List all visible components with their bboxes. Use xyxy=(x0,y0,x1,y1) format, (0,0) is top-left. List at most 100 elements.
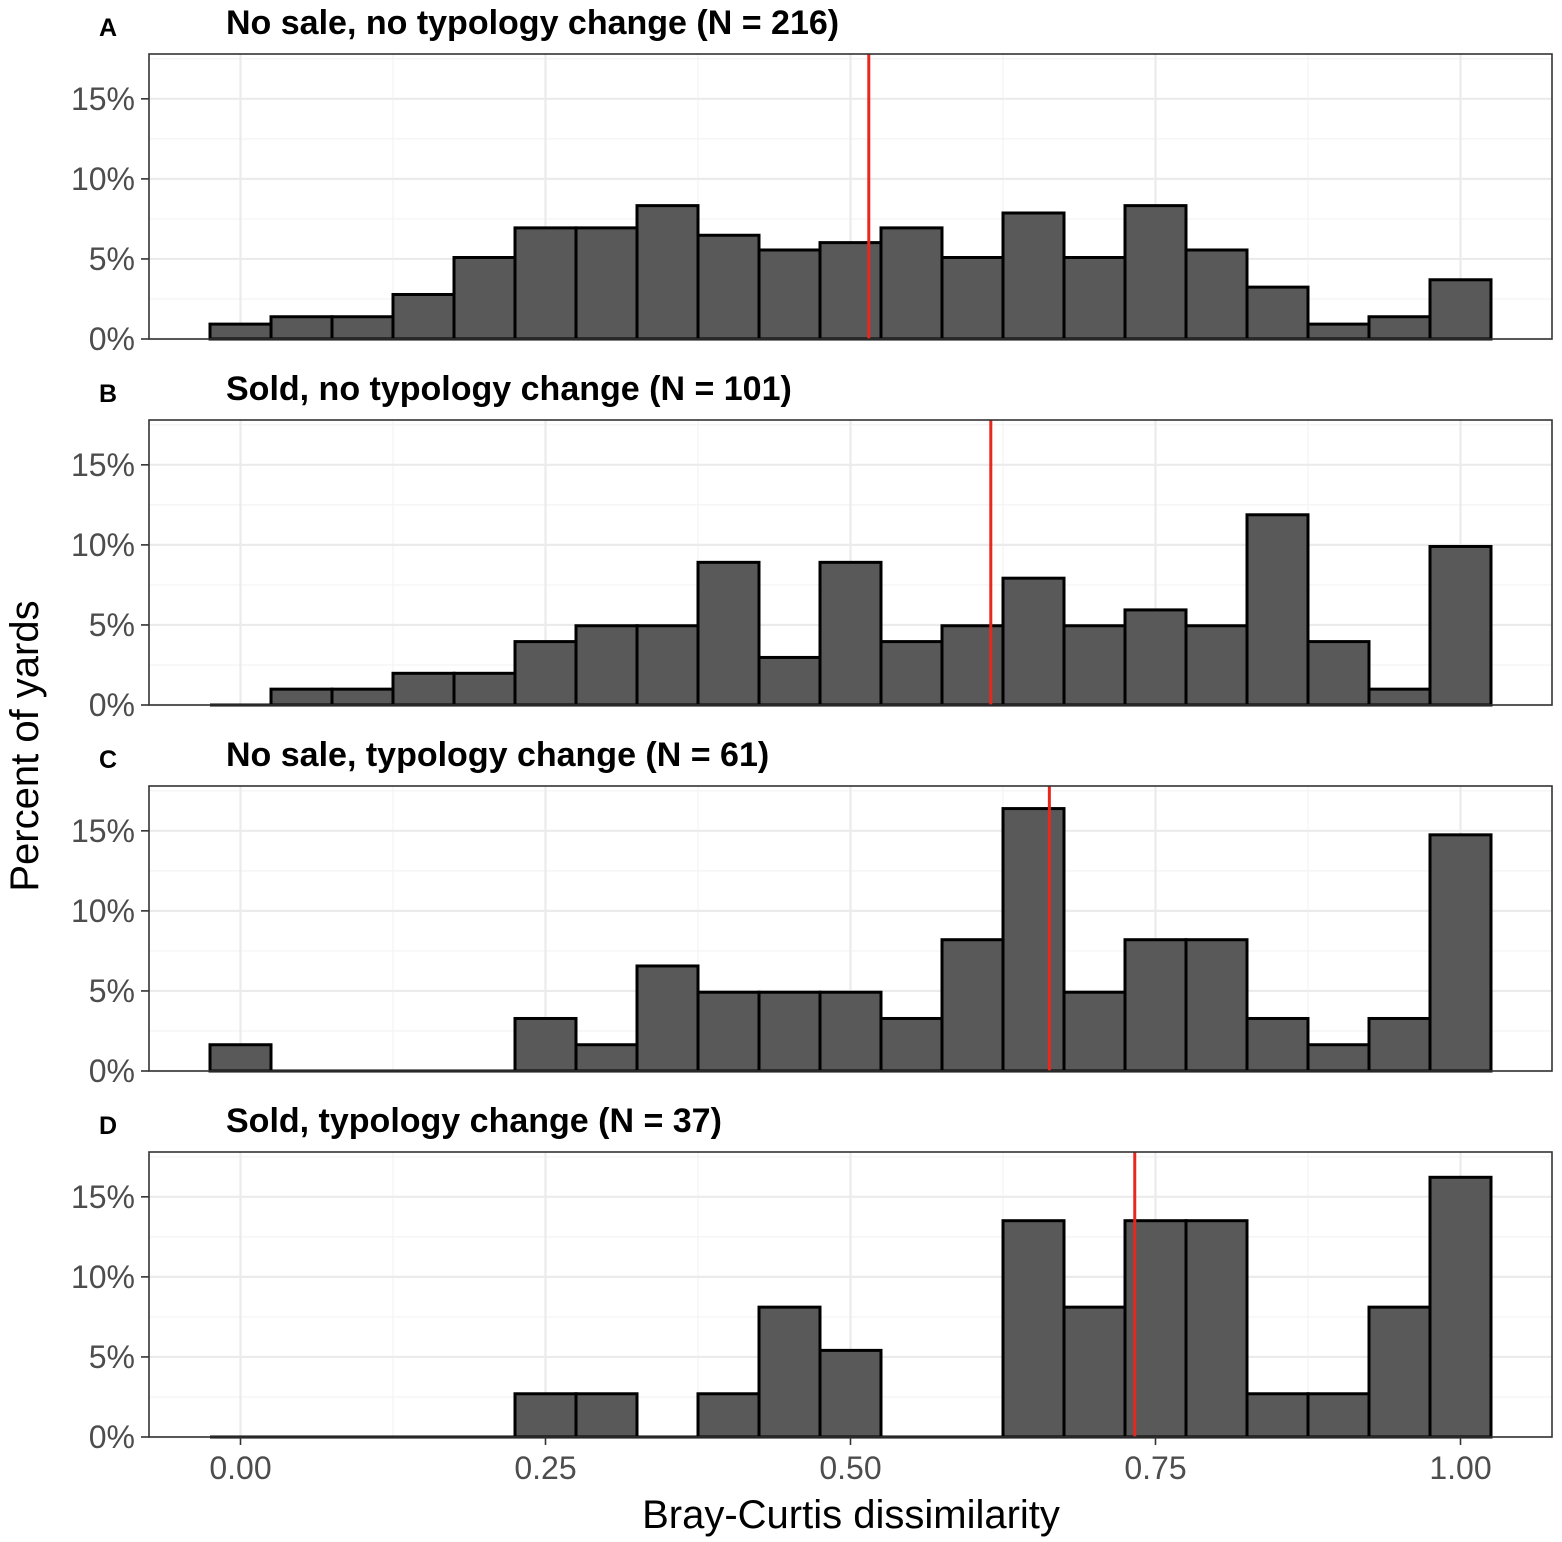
y-axis-title: Percent of yards xyxy=(3,600,47,891)
panel-title: Sold, no typology change (N = 101) xyxy=(226,370,792,408)
y-tick-label: 15% xyxy=(71,1179,135,1215)
histogram-bar xyxy=(1245,285,1310,341)
panel-title: Sold, typology change (N = 37) xyxy=(226,1102,722,1140)
histogram-bar xyxy=(1306,640,1371,707)
histogram-bar xyxy=(574,624,639,707)
histogram-bar xyxy=(208,322,273,341)
histogram-bar xyxy=(1306,1392,1371,1439)
histogram-bar xyxy=(513,226,578,341)
histogram-bar xyxy=(452,256,517,341)
panel-d: 0% 5% 10% 15% D Sold, typology change (N = 37… xyxy=(71,1102,1553,1455)
panel-c: 0% 5% 10% 15% C No sale, typology change (N =… xyxy=(71,736,1553,1089)
histogram-bar xyxy=(1306,322,1371,341)
histogram-bar xyxy=(1306,1043,1371,1073)
panels: 0% 5% 10% 15% A No sale, no typology change (… xyxy=(71,4,1553,1455)
histogram-bar xyxy=(757,248,822,341)
histogram-bar xyxy=(635,964,700,1073)
histogram-bar xyxy=(1123,608,1188,707)
y-tick-label: 5% xyxy=(89,1339,135,1375)
histogram-bar xyxy=(1184,1219,1249,1439)
panel-a: 0% 5% 10% 15% A No sale, no typology change (… xyxy=(71,4,1553,357)
histogram-bar xyxy=(1062,256,1127,341)
histogram-bar xyxy=(1062,990,1127,1073)
histogram-bar xyxy=(330,315,395,341)
panel-frame xyxy=(148,419,1553,706)
histogram-bar xyxy=(1001,1219,1066,1439)
histogram-bar xyxy=(940,938,1005,1073)
histogram-bar xyxy=(818,241,883,341)
y-tick-label: 5% xyxy=(89,607,135,643)
histogram-bar xyxy=(696,233,761,341)
histogram-bar xyxy=(513,1016,578,1073)
histogram-bar xyxy=(818,1348,883,1439)
histogram-bar xyxy=(696,1392,761,1439)
histogram-bar xyxy=(940,256,1005,341)
histogram-bar xyxy=(574,226,639,341)
y-tick-label: 15% xyxy=(71,81,135,117)
histogram-bar xyxy=(879,226,944,341)
histogram-bar xyxy=(391,292,456,341)
histogram-bar xyxy=(1367,1305,1432,1439)
histogram-bar xyxy=(1428,544,1493,707)
histogram-bar xyxy=(1123,204,1188,341)
x-tick-label: 0.00 xyxy=(209,1450,271,1486)
histogram-bar xyxy=(818,560,883,707)
histogram-bar xyxy=(757,1305,822,1439)
x-tick-label: 1.00 xyxy=(1429,1450,1491,1486)
x-tick-label: 0.50 xyxy=(819,1450,881,1486)
histogram-bar xyxy=(696,560,761,707)
histogram-bar xyxy=(1367,687,1432,707)
histogram-bar xyxy=(513,1392,578,1439)
histogram-bar xyxy=(1367,315,1432,341)
panel-letter: A xyxy=(99,14,117,42)
y-tick-label: 0% xyxy=(89,1053,135,1089)
histogram-bar xyxy=(330,687,395,707)
histogram-bar xyxy=(574,1043,639,1073)
histogram-bar xyxy=(1001,807,1066,1073)
panel-title: No sale, typology change (N = 61) xyxy=(226,736,769,774)
histogram-bar xyxy=(1001,576,1066,707)
y-tick-label: 0% xyxy=(89,687,135,723)
y-tick-label: 10% xyxy=(71,527,135,563)
histogram-bar xyxy=(635,624,700,707)
histogram-bar xyxy=(1245,513,1310,707)
histogram-bar xyxy=(1184,938,1249,1073)
y-tick-label: 10% xyxy=(71,161,135,197)
histogram-bar xyxy=(1428,278,1493,341)
histogram-bar xyxy=(879,1016,944,1073)
x-axis-title: Bray-Curtis dissimilarity xyxy=(642,1493,1060,1537)
y-tick-label: 5% xyxy=(89,973,135,1009)
histogram-bar xyxy=(940,624,1005,707)
panel-letter: C xyxy=(99,746,117,774)
x-tick-label: 0.75 xyxy=(1124,1450,1186,1486)
y-tick-label: 0% xyxy=(89,321,135,357)
x-tick-label: 0.25 xyxy=(514,1450,576,1486)
panel-frame xyxy=(148,785,1553,1072)
histogram-bar xyxy=(1245,1392,1310,1439)
histogram-bar xyxy=(452,671,517,707)
panel-frame xyxy=(148,53,1553,340)
histogram-bar xyxy=(513,640,578,707)
histogram-bar xyxy=(1367,1016,1432,1073)
histogram-bar xyxy=(1428,833,1493,1073)
histogram-bar xyxy=(208,1043,273,1073)
y-tick-label: 15% xyxy=(71,813,135,849)
histogram-bar xyxy=(1062,1305,1127,1439)
panel-b: 0% 5% 10% 15% B Sold, no typology change (N =… xyxy=(71,370,1553,723)
histogram-bar xyxy=(757,990,822,1073)
histogram-bar xyxy=(1245,1016,1310,1073)
histogram-bar xyxy=(574,1392,639,1439)
y-tick-label: 0% xyxy=(89,1419,135,1455)
histogram-bar xyxy=(269,315,334,341)
histogram-bar xyxy=(1428,1175,1493,1439)
histogram-bar xyxy=(696,990,761,1073)
x-axis: 0.00 0.25 0.50 0.75 1.00 xyxy=(209,1437,1492,1486)
histogram-bar xyxy=(1062,624,1127,707)
histogram-bar xyxy=(1123,938,1188,1073)
histogram-bar xyxy=(1184,624,1249,707)
y-tick-label: 5% xyxy=(89,241,135,277)
histogram-bar xyxy=(757,655,822,707)
histogram-bar xyxy=(635,204,700,341)
y-tick-label: 10% xyxy=(71,893,135,929)
